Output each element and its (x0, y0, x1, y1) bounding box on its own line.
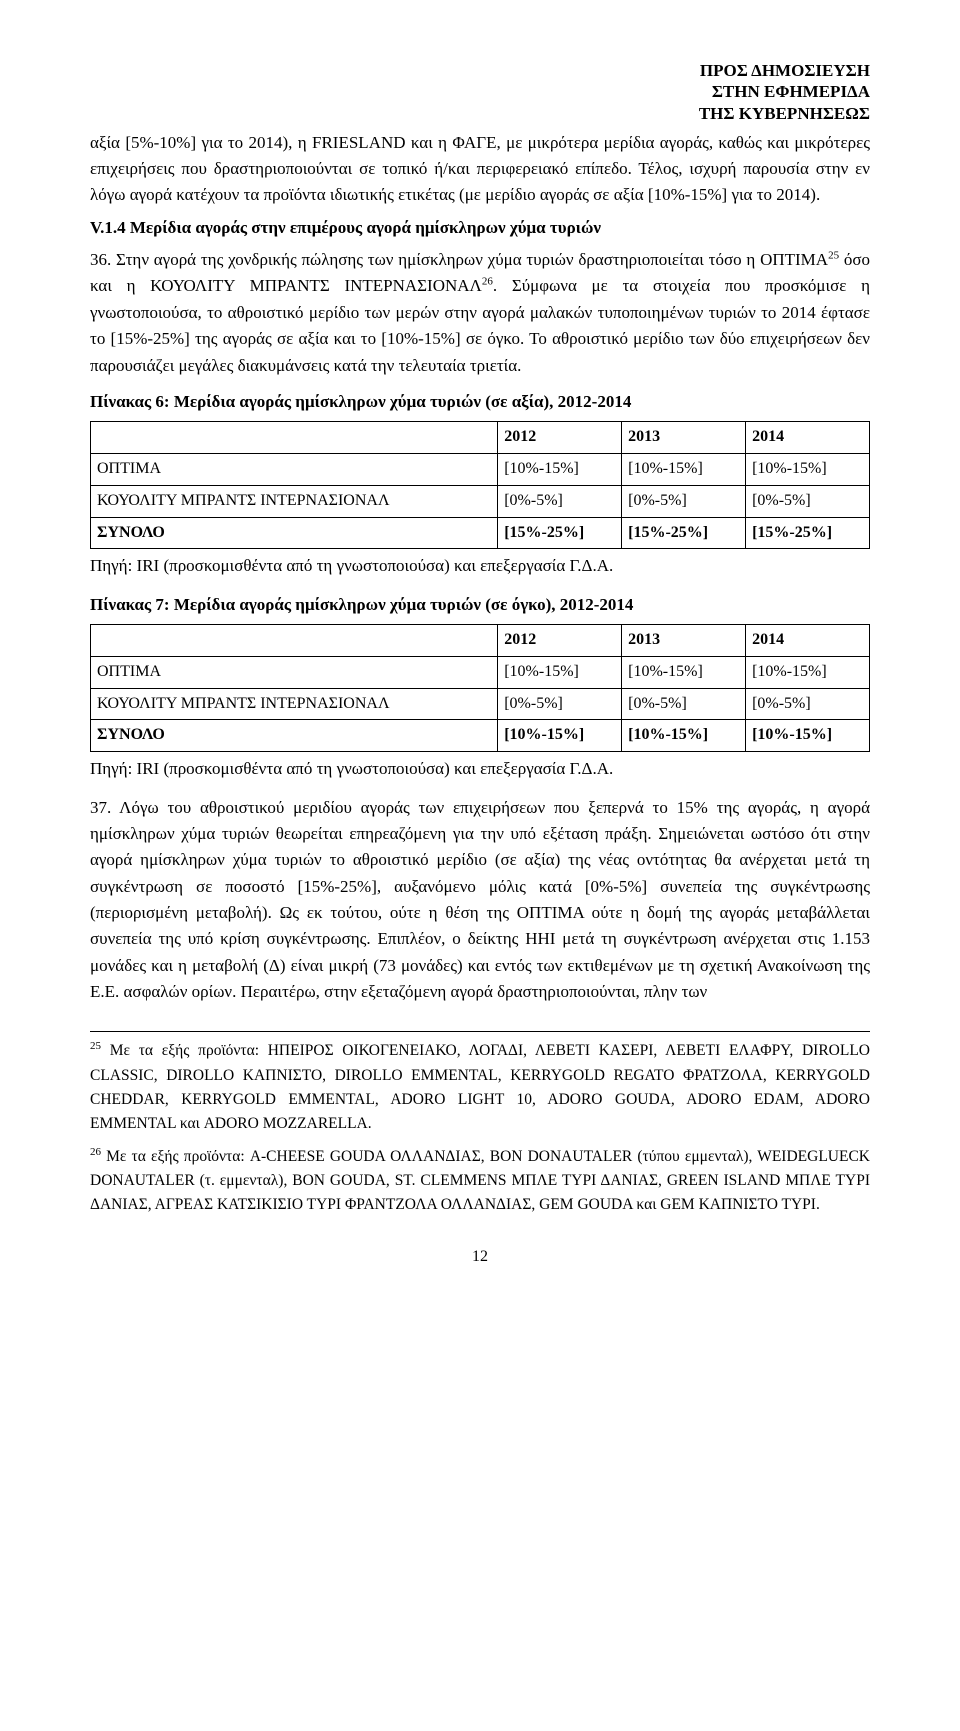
table7-row2-v1: [10%-15%] (622, 720, 746, 752)
table7-year-2013: 2013 (622, 625, 746, 657)
table6-row0-label: ΟΠΤΙΜΑ (91, 453, 498, 485)
table-row: ΚΟΥΟΛΙΤΥ ΜΠΡΑΝΤΣ ΙΝΤΕΡΝΑΣΙΟΝΑΛ [0%-5%] [… (91, 688, 870, 720)
footnote-ref-25: 25 (828, 249, 839, 261)
table-row: ΟΠΤΙΜΑ [10%-15%] [10%-15%] [10%-15%] (91, 453, 870, 485)
table-row: ΚΟΥΟΛΙΤΥ ΜΠΡΑΝΤΣ ΙΝΤΕΡΝΑΣΙΟΝΑΛ [0%-5%] [… (91, 485, 870, 517)
footnote-26-number: 26 (90, 1146, 101, 1158)
source-text: IRI (προσκομισθέντα από τη γνωστοποιούσα… (137, 556, 614, 575)
table7-row2-v0: [10%-15%] (498, 720, 622, 752)
table7-row0-v1: [10%-15%] (622, 656, 746, 688)
table6-year-2012: 2012 (498, 422, 622, 454)
table6-year-2013: 2013 (622, 422, 746, 454)
source-prefix: Πηγή: (90, 556, 137, 575)
table6-row2-label: ΣΥΝΟΛΟ (91, 517, 498, 549)
header-line-2: ΣΤΗΝ ΕΦΗΜΕΡΙΔΑ (90, 81, 870, 102)
table6: 2012 2013 2014 ΟΠΤΙΜΑ [10%-15%] [10%-15%… (90, 421, 870, 549)
table-row: ΟΠΤΙΜΑ [10%-15%] [10%-15%] [10%-15%] (91, 656, 870, 688)
table7-year-2012: 2012 (498, 625, 622, 657)
table6-header-row: 2012 2013 2014 (91, 422, 870, 454)
table7-row0-v0: [10%-15%] (498, 656, 622, 688)
footnote-25-text: Με τα εξής προϊόντα: ΗΠΕΙΡΟΣ ΟΙΚΟΓΕΝΕΙΑΚ… (90, 1043, 870, 1132)
table7-row1-v2: [0%-5%] (746, 688, 870, 720)
table6-blank (91, 422, 498, 454)
table7: 2012 2013 2014 ΟΠΤΙΜΑ [10%-15%] [10%-15%… (90, 624, 870, 752)
paragraph-intro: αξία [5%-10%] για το 2014), η FRIESLAND … (90, 130, 870, 209)
table6-row1-v0: [0%-5%] (498, 485, 622, 517)
page-number: 12 (90, 1245, 870, 1270)
table7-row0-label: ΟΠΤΙΜΑ (91, 656, 498, 688)
table-row: ΣΥΝΟΛΟ [15%-25%] [15%-25%] [15%-25%] (91, 517, 870, 549)
table7-blank (91, 625, 498, 657)
table6-title: Πίνακας 6: Μερίδια αγοράς ημίσκληρων χύμ… (90, 389, 870, 415)
table6-year-2014: 2014 (746, 422, 870, 454)
header-line-1: ΠΡΟΣ ΔΗΜΟΣΙΕΥΣΗ (90, 60, 870, 81)
footnote-ref-26: 26 (482, 276, 493, 288)
source-prefix-2: Πηγή: (90, 759, 137, 778)
header-line-3: ΤΗΣ ΚΥΒΕΡΝΗΣΕΩΣ (90, 103, 870, 124)
para36-part-a: 36. Στην αγορά της χονδρικής πώλησης των… (90, 250, 828, 269)
source-text-2: IRI (προσκομισθέντα από τη γνωστοποιούσα… (137, 759, 614, 778)
table6-row2-v1: [15%-25%] (622, 517, 746, 549)
table7-year-2014: 2014 (746, 625, 870, 657)
table6-row0-v1: [10%-15%] (622, 453, 746, 485)
table6-row2-v0: [15%-25%] (498, 517, 622, 549)
footnote-26: 26 Με τα εξής προϊόντα: A-CHEESE GOUDA Ο… (90, 1144, 870, 1217)
footnote-26-text: Με τα εξής προϊόντα: A-CHEESE GOUDA ΟΛΛΑ… (90, 1148, 870, 1213)
table7-row2-label: ΣΥΝΟΛΟ (91, 720, 498, 752)
table6-row1-label: ΚΟΥΟΛΙΤΥ ΜΠΡΑΝΤΣ ΙΝΤΕΡΝΑΣΙΟΝΑΛ (91, 485, 498, 517)
table6-source: Πηγή: IRI (προσκομισθέντα από τη γνωστοπ… (90, 553, 870, 579)
table7-row2-v2: [10%-15%] (746, 720, 870, 752)
table-row: ΣΥΝΟΛΟ [10%-15%] [10%-15%] [10%-15%] (91, 720, 870, 752)
table6-row1-v2: [0%-5%] (746, 485, 870, 517)
table7-header-row: 2012 2013 2014 (91, 625, 870, 657)
table7-row1-v0: [0%-5%] (498, 688, 622, 720)
table6-row0-v2: [10%-15%] (746, 453, 870, 485)
table7-title: Πίνακας 7: Μερίδια αγοράς ημίσκληρων χύμ… (90, 592, 870, 618)
footnote-25-number: 25 (90, 1040, 101, 1052)
table7-row1-label: ΚΟΥΟΛΙΤΥ ΜΠΡΑΝΤΣ ΙΝΤΕΡΝΑΣΙΟΝΑΛ (91, 688, 498, 720)
table6-row2-v2: [15%-25%] (746, 517, 870, 549)
footnote-25: 25 Με τα εξής προϊόντα: ΗΠΕΙΡΟΣ ΟΙΚΟΓΕΝΕ… (90, 1038, 870, 1135)
paragraph-37: 37. Λόγω του αθροιστικού μεριδίου αγοράς… (90, 795, 870, 1006)
publication-header: ΠΡΟΣ ΔΗΜΟΣΙΕΥΣΗ ΣΤΗΝ ΕΦΗΜΕΡΙΔΑ ΤΗΣ ΚΥΒΕΡ… (90, 60, 870, 124)
table6-row1-v1: [0%-5%] (622, 485, 746, 517)
table7-source: Πηγή: IRI (προσκομισθέντα από τη γνωστοπ… (90, 756, 870, 782)
table7-row0-v2: [10%-15%] (746, 656, 870, 688)
paragraph-36: 36. Στην αγορά της χονδρικής πώλησης των… (90, 247, 870, 379)
footnotes-block: 25 Με τα εξής προϊόντα: ΗΠΕΙΡΟΣ ΟΙΚΟΓΕΝΕ… (90, 1031, 870, 1216)
section-heading: V.1.4 Μερίδια αγοράς στην επιμέρους αγορ… (90, 215, 870, 241)
table7-row1-v1: [0%-5%] (622, 688, 746, 720)
table6-row0-v0: [10%-15%] (498, 453, 622, 485)
